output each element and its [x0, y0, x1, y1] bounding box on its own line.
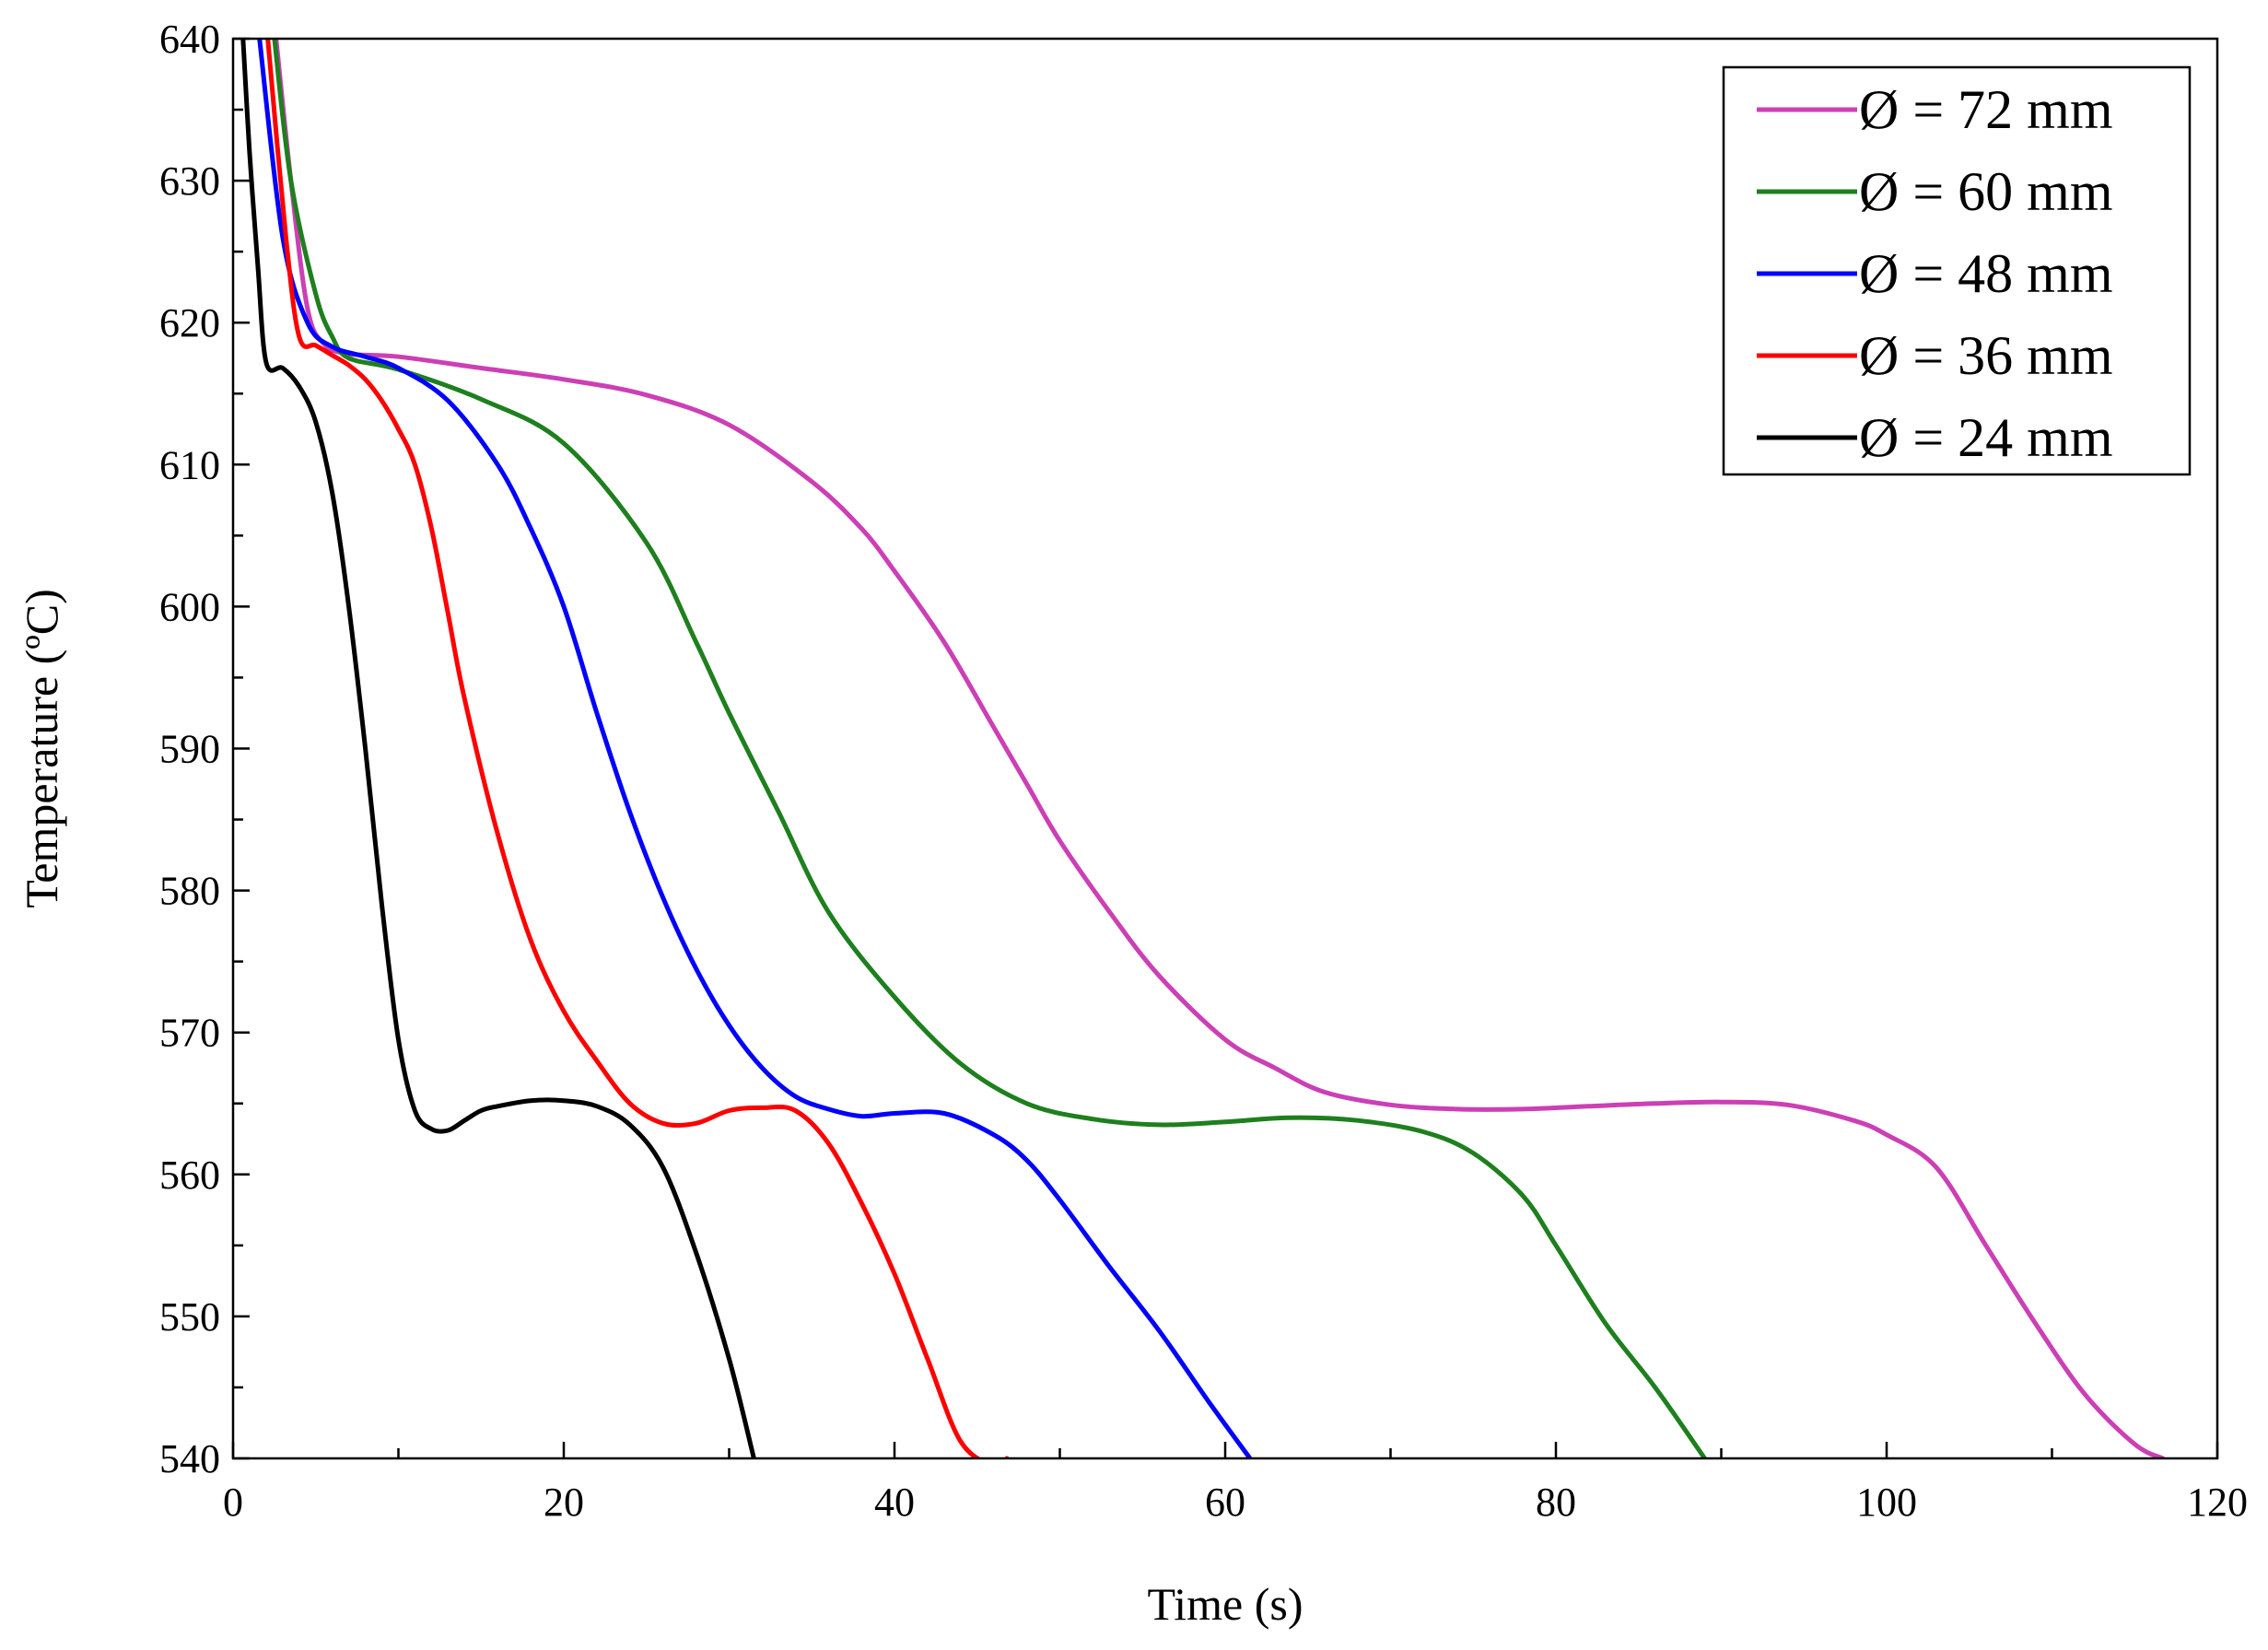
series-layer	[240, 39, 2166, 1458]
x-tick-label: 60	[1205, 1480, 1245, 1525]
y-tick-label: 640	[159, 17, 220, 62]
legend-label-4: Ø = 36 mm	[1859, 325, 2113, 386]
y-axis: 540 550 560 570 580 590 600 610 620 630 640	[159, 17, 250, 1481]
series-line-2	[272, 39, 1707, 1458]
x-tick-label: 100	[1856, 1480, 1917, 1525]
series-line-3	[257, 39, 1253, 1458]
y-tick-label: 570	[159, 1011, 220, 1056]
legend-label-1: Ø = 72 mm	[1859, 79, 2113, 140]
y-tick-label: 580	[159, 869, 220, 914]
y-tick-label: 630	[159, 158, 220, 204]
y-axis-title: Temperature (ºC)	[16, 589, 67, 908]
y-tick-label: 560	[159, 1153, 220, 1198]
legend: Ø = 72 mm Ø = 60 mm Ø = 48 mm Ø = 36 mm Ø = …	[1722, 65, 2192, 476]
series-line-5	[240, 39, 756, 1458]
x-tick-label: 0	[223, 1480, 243, 1525]
legend-label-3: Ø = 48 mm	[1859, 243, 2113, 304]
series-line-4	[265, 39, 1010, 1458]
y-tick-label: 620	[159, 300, 220, 345]
y-tick-label: 600	[159, 584, 220, 629]
x-tick-label: 80	[1536, 1480, 1576, 1525]
y-tick-label: 540	[159, 1436, 220, 1481]
y-tick-label: 590	[159, 727, 220, 772]
series-line-1	[274, 39, 2166, 1458]
y-tick-label: 550	[159, 1294, 220, 1340]
x-axis-title: Time (s)	[1147, 1578, 1303, 1630]
legend-label-2: Ø = 60 mm	[1859, 161, 2113, 222]
x-tick-label: 120	[2187, 1480, 2248, 1525]
x-tick-label: 40	[874, 1480, 915, 1525]
legend-label-5: Ø = 24 mm	[1859, 407, 2113, 468]
x-tick-label: 20	[544, 1480, 584, 1525]
legend-box	[1722, 65, 2192, 476]
x-axis: 0 20 40 60 80 100 120	[223, 1442, 2248, 1525]
y-tick-label: 610	[159, 442, 220, 487]
